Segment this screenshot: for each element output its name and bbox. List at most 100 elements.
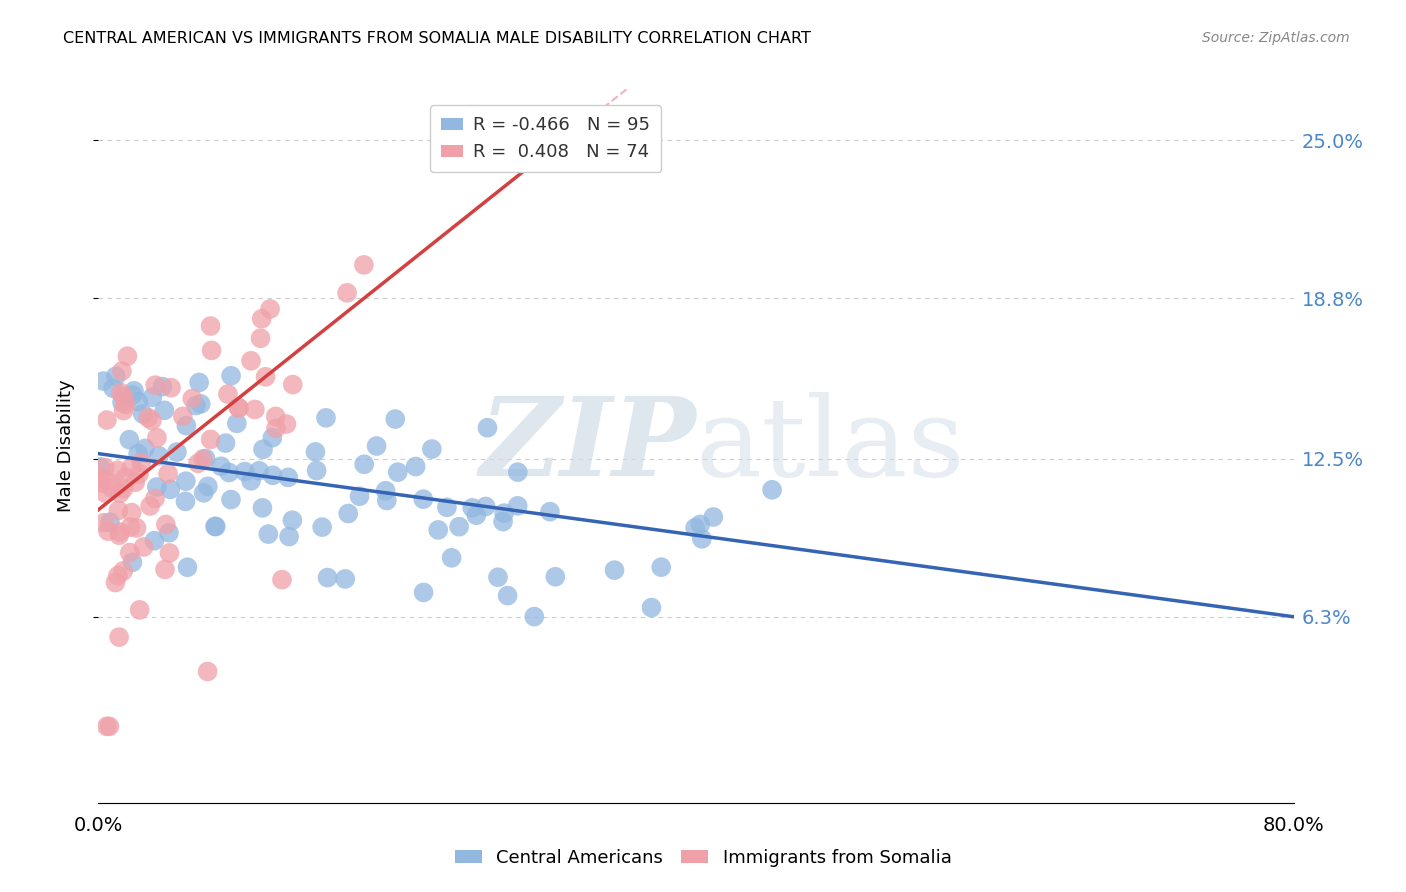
Point xyxy=(262,431,284,445)
Point xyxy=(184,399,207,413)
Point xyxy=(278,529,301,543)
Point xyxy=(132,407,155,421)
Point xyxy=(139,499,162,513)
Point xyxy=(316,571,339,585)
Point xyxy=(240,353,263,368)
Point xyxy=(128,467,150,481)
Point xyxy=(761,483,783,497)
Point xyxy=(127,447,149,461)
Point xyxy=(112,389,135,403)
Point xyxy=(702,510,724,524)
Point xyxy=(449,519,471,533)
Point xyxy=(247,464,270,478)
Point xyxy=(249,331,271,345)
Point xyxy=(143,491,166,506)
Point xyxy=(387,465,409,479)
Point xyxy=(121,506,143,520)
Point xyxy=(188,376,211,390)
Point xyxy=(166,445,188,459)
Point xyxy=(412,492,434,507)
Point xyxy=(252,442,274,457)
Point xyxy=(683,521,706,535)
Point xyxy=(121,555,143,569)
Point xyxy=(112,564,135,578)
Point xyxy=(486,570,509,584)
Point xyxy=(121,388,143,402)
Point xyxy=(200,318,222,333)
Point xyxy=(315,410,337,425)
Point xyxy=(125,521,148,535)
Point xyxy=(94,486,117,500)
Point xyxy=(276,417,298,431)
Point xyxy=(281,377,304,392)
Point xyxy=(150,379,173,393)
Legend: Central Americans, Immigrants from Somalia: Central Americans, Immigrants from Somal… xyxy=(447,842,959,874)
Point xyxy=(141,390,163,404)
Point xyxy=(96,413,118,427)
Point xyxy=(366,439,388,453)
Point xyxy=(257,527,280,541)
Point xyxy=(465,508,488,523)
Point xyxy=(146,431,169,445)
Point xyxy=(104,369,127,384)
Point xyxy=(689,517,711,532)
Point xyxy=(353,458,375,472)
Point xyxy=(112,403,135,417)
Point xyxy=(477,421,499,435)
Point xyxy=(97,524,120,538)
Point xyxy=(108,528,131,542)
Point xyxy=(141,413,163,427)
Point xyxy=(219,492,242,507)
Point xyxy=(181,392,204,406)
Point xyxy=(122,384,145,398)
Point xyxy=(124,475,146,490)
Point xyxy=(104,575,127,590)
Point xyxy=(110,385,132,400)
Point xyxy=(277,470,299,484)
Point xyxy=(650,560,672,574)
Point xyxy=(374,483,396,498)
Point xyxy=(197,665,219,679)
Point xyxy=(93,516,115,530)
Point xyxy=(136,410,159,425)
Point xyxy=(107,503,129,517)
Point xyxy=(494,506,516,520)
Point xyxy=(217,387,239,401)
Point xyxy=(159,483,181,497)
Text: ZIP: ZIP xyxy=(479,392,696,500)
Point xyxy=(117,349,139,363)
Point xyxy=(159,546,181,560)
Point xyxy=(176,560,198,574)
Point xyxy=(98,515,121,529)
Point xyxy=(461,500,484,515)
Point xyxy=(157,467,180,481)
Point xyxy=(228,401,250,415)
Text: atlas: atlas xyxy=(696,392,966,500)
Point xyxy=(523,609,546,624)
Point xyxy=(100,481,122,495)
Point xyxy=(111,395,134,409)
Point xyxy=(353,258,375,272)
Point xyxy=(492,515,515,529)
Point xyxy=(172,409,194,424)
Point xyxy=(143,533,166,548)
Point xyxy=(90,472,112,486)
Point xyxy=(538,505,561,519)
Point xyxy=(129,455,152,469)
Point xyxy=(233,465,256,479)
Point xyxy=(190,397,212,411)
Point xyxy=(111,364,134,378)
Point xyxy=(225,417,247,431)
Point xyxy=(262,468,284,483)
Point xyxy=(209,459,232,474)
Point xyxy=(112,482,135,496)
Point xyxy=(107,463,129,477)
Point xyxy=(506,465,529,479)
Point xyxy=(250,311,273,326)
Point xyxy=(155,517,177,532)
Point xyxy=(305,464,328,478)
Point xyxy=(157,525,180,540)
Point xyxy=(191,452,214,467)
Point xyxy=(304,445,326,459)
Point xyxy=(146,480,169,494)
